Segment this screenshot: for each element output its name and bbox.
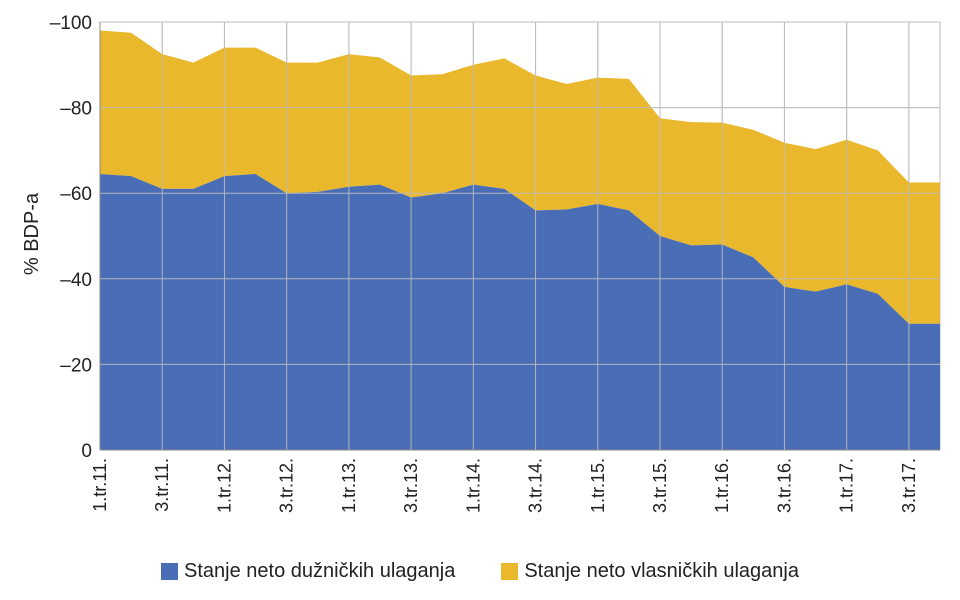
area-debt xyxy=(100,173,940,450)
x-tick-label: 1.tr.14. xyxy=(463,458,483,513)
x-tick-label: 3.tr.13. xyxy=(401,458,421,513)
y-tick-labels: 0 –20 –40 –60 –80 –100 xyxy=(50,13,92,462)
legend: Stanje neto dužničkih ulaganja Stanje ne… xyxy=(0,560,960,583)
legend-swatch-debt xyxy=(161,563,179,580)
x-tick-label: 3.tr.12. xyxy=(277,458,297,513)
x-tick-label: 3.tr.11. xyxy=(152,458,172,512)
legend-label-equity: Stanje neto vlasničkih ulaganja xyxy=(524,560,799,582)
area-equity xyxy=(100,30,940,324)
y-tick-label: –60 xyxy=(60,184,92,205)
y-tick-label: –20 xyxy=(60,355,92,376)
x-tick-label: 1.tr.17. xyxy=(837,458,857,513)
x-tick-label: 1.tr.12. xyxy=(214,458,234,513)
area-series xyxy=(100,30,940,450)
y-tick-label: –100 xyxy=(50,13,92,34)
x-tick-label: 3.tr.16. xyxy=(774,458,794,513)
axis-lines xyxy=(99,21,940,451)
x-tick-label: 1.tr.13. xyxy=(339,458,359,513)
y-tick-label: –80 xyxy=(60,99,92,120)
legend-item-equity: Stanje neto vlasničkih ulaganja xyxy=(501,560,799,583)
legend-label-debt: Stanje neto dužničkih ulaganja xyxy=(184,560,456,582)
y-tick-label: 0 xyxy=(81,441,92,462)
x-tick-label: 1.tr.16. xyxy=(712,458,732,513)
y-axis-title: % BDP-a xyxy=(21,192,43,275)
x-tick-label: 1.tr.11. xyxy=(90,458,110,512)
x-tick-label: 3.tr.17. xyxy=(899,458,919,513)
legend-swatch-equity xyxy=(501,563,519,580)
x-tick-label: 3.tr.14. xyxy=(526,458,546,513)
x-tick-label: 1.tr.15. xyxy=(588,458,608,513)
stacked-area-chart: 0–20–40–60–80–100 1.tr.11. 3.tr.11. 1.tr.1… xyxy=(21,13,941,513)
y-tick-label: –40 xyxy=(60,270,92,291)
x-tick-label: 3.tr.15. xyxy=(650,458,670,513)
x-tick-labels: 1.tr.11. 3.tr.11. 1.tr.12. 3.tr.12. 1.tr.13.… xyxy=(90,458,919,513)
legend-item-debt: Stanje neto dužničkih ulaganja xyxy=(161,560,455,583)
